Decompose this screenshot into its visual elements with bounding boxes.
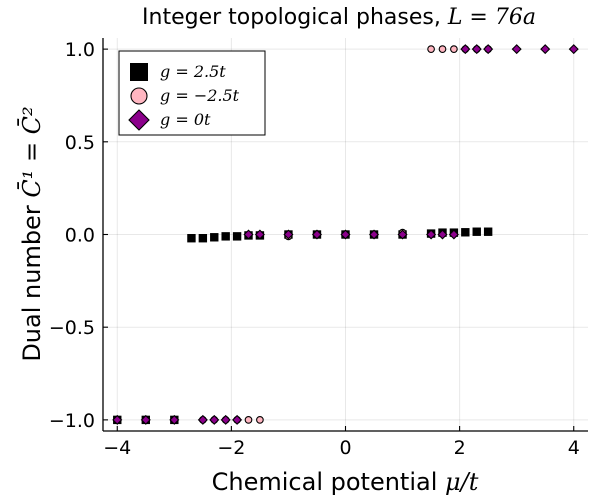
y-tick-label: 0.0 <box>65 225 95 247</box>
ticks: −4 −2 0 2 4 −1.0 −0.5 0.0 0.5 1.0 <box>49 39 580 459</box>
data-point <box>568 44 579 55</box>
data-point <box>426 229 437 240</box>
legend-label: g = −2.5t <box>160 86 240 105</box>
data-point <box>232 232 242 241</box>
legend-marker <box>130 63 148 81</box>
data-point <box>283 229 294 240</box>
series-1 <box>113 227 493 425</box>
data-point <box>232 414 243 425</box>
data-point <box>460 44 471 55</box>
x-tick-label: 0 <box>339 437 351 459</box>
x-tick-label: −4 <box>103 437 131 459</box>
data-point <box>511 44 522 55</box>
data-point <box>472 227 481 236</box>
x-tick-label: 4 <box>568 437 580 459</box>
data-point <box>220 414 231 425</box>
data-point <box>369 229 380 240</box>
data-point <box>243 229 254 240</box>
data-point <box>254 229 265 240</box>
data-point <box>540 44 551 55</box>
legend-marker <box>128 109 150 131</box>
data-point <box>461 228 470 237</box>
data-point <box>198 234 208 243</box>
chart-title: Integer topological phases, L = 76a <box>142 5 536 30</box>
data-point <box>112 414 123 425</box>
data-point <box>256 416 264 424</box>
data-point <box>471 44 482 55</box>
data-point <box>438 45 447 53</box>
x-axis-label: Chemical potential μ/t <box>212 468 479 496</box>
data-point <box>340 229 351 240</box>
data-point <box>169 414 180 425</box>
data-point <box>221 232 230 241</box>
data-point <box>483 227 493 236</box>
y-tick-label: −1.0 <box>49 410 95 432</box>
x-tick-label: −2 <box>217 437 245 459</box>
data-point <box>209 414 220 425</box>
data-point <box>397 229 408 240</box>
data-point <box>187 234 196 243</box>
data-point <box>437 229 448 240</box>
legend-label: g = 0t <box>160 110 211 129</box>
data-point <box>197 414 208 425</box>
y-tick-label: −0.5 <box>49 317 95 339</box>
data-point <box>450 45 458 53</box>
data-point <box>427 45 435 53</box>
data-series <box>112 44 579 425</box>
data-point <box>483 44 494 55</box>
data-point <box>210 233 219 242</box>
legend-label: g = 2.5t <box>160 62 226 81</box>
legend: g = 2.5t g = −2.5t g = 0t <box>118 50 266 136</box>
y-tick-label: 0.5 <box>65 132 95 154</box>
data-point <box>140 414 151 425</box>
y-tick-label: 1.0 <box>65 39 95 61</box>
y-axis-label: Dual number C̄¹ = C̄² <box>18 106 46 361</box>
legend-marker <box>130 87 148 105</box>
data-point <box>311 229 322 240</box>
data-point <box>448 229 459 240</box>
series-3 <box>112 44 579 425</box>
x-tick-label: 2 <box>454 437 466 459</box>
data-point <box>244 416 253 424</box>
plot-area: −4 −2 0 2 4 −1.0 −0.5 0.0 0.5 1.0 <box>49 38 588 459</box>
